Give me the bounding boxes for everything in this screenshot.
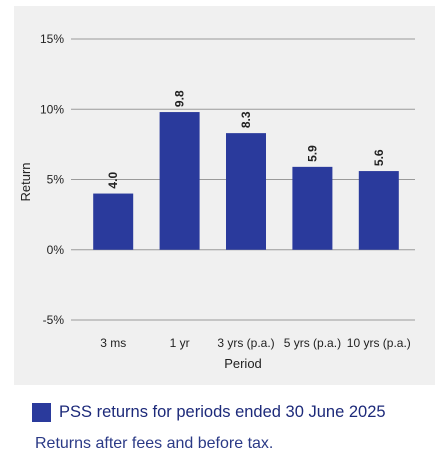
- x-tick-label: 10 yrs (p.a.): [347, 336, 411, 350]
- bar-chart: 15% 10% 5% 0% -5% 4.0 9.8 8.3 5.9 5.6 3 ms 1 yr 3 …: [18, 32, 415, 371]
- y-tick-label: 15%: [40, 32, 64, 46]
- x-tick-label: 5 yrs (p.a.): [284, 336, 341, 350]
- y-tick-label: 5%: [47, 173, 65, 187]
- data-label: 5.6: [372, 149, 386, 166]
- y-tick-label: 10%: [40, 102, 64, 116]
- y-tick-label: 0%: [47, 243, 65, 257]
- x-tick-label: 3 ms: [100, 336, 126, 350]
- legend-label: PSS returns for periods ended 30 June 20…: [59, 403, 386, 421]
- bar: [159, 112, 200, 250]
- legend-swatch: [32, 403, 51, 422]
- bar: [292, 166, 333, 250]
- x-tick-label: 3 yrs (p.a.): [217, 336, 274, 350]
- bar: [93, 193, 134, 250]
- x-axis-label: Period: [224, 356, 262, 371]
- data-label: 4.0: [106, 172, 120, 189]
- data-label: 5.9: [305, 145, 319, 162]
- y-axis-label: Return: [18, 162, 33, 201]
- x-tick-label: 1 yr: [170, 336, 190, 350]
- data-label: 8.3: [239, 111, 253, 128]
- bar: [358, 171, 399, 250]
- bar: [226, 133, 266, 250]
- footnote: Returns after fees and before tax.: [35, 435, 274, 452]
- chart-panel: 15% 10% 5% 0% -5% 4.0 9.8 8.3 5.9 5.6 3 ms 1 yr 3 …: [14, 6, 435, 385]
- data-label: 9.8: [173, 90, 187, 107]
- legend: PSS returns for periods ended 30 June 20…: [32, 403, 386, 422]
- y-tick-label: -5%: [43, 313, 65, 327]
